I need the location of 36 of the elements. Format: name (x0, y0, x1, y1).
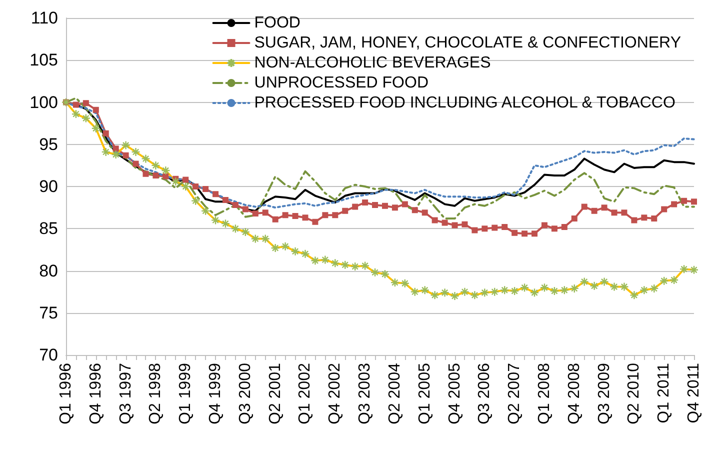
x-tick-label: Q4 2002 (326, 362, 344, 424)
x-tick-label: Q1 1999 (177, 362, 194, 424)
y-tick-label: 75 (39, 303, 58, 322)
y-tick-label: 85 (39, 219, 58, 238)
x-tick-label: Q2 2004 (386, 362, 404, 424)
legend-label: SUGAR, JAM, HONEY, CHOCOLATE & CONFECTIONERY (254, 34, 682, 52)
x-tick-label: Q2 1998 (147, 362, 164, 424)
y-tick-label: 95 (39, 134, 58, 154)
x-tick-label: Q1 2002 (296, 362, 314, 424)
x-tick-label: Q4 2008 (566, 362, 583, 424)
x-tick-label: Q2 2010 (626, 362, 643, 424)
legend-label: NON-ALCOHOLIC BEVERAGES (254, 54, 491, 72)
x-tick-label: Q3 2009 (596, 362, 613, 424)
x-tick-label: Q1 2005 (416, 362, 434, 424)
legend-label: PROCESSED FOOD INCLUDING ALCOHOL & TOBACCO (254, 94, 676, 112)
y-tick-label: 80 (39, 261, 58, 280)
x-tick-label: Q2 2007 (506, 362, 524, 424)
legend-label: FOOD (254, 14, 300, 32)
x-tick-label: Q4 1999 (207, 362, 224, 424)
x-tick-label: Q1 1996 (58, 362, 74, 424)
y-tick-label: 110 (30, 8, 58, 28)
x-tick-label: Q3 2000 (236, 362, 254, 424)
y-tick-label: 100 (30, 92, 58, 112)
x-tick-label: Q1 2011 (656, 362, 673, 424)
x-tick-label: Q1 2008 (536, 362, 553, 424)
y-tick-label: 90 (39, 177, 58, 196)
y-tick-label: 105 (30, 50, 58, 70)
legend-label: UNPROCESSED FOOD (254, 74, 429, 92)
x-tick-label: Q3 2003 (356, 362, 374, 424)
x-tick-label: Q2 2001 (266, 362, 284, 424)
x-tick-label: Q3 1997 (117, 362, 134, 424)
x-tick-label: Q4 1996 (87, 362, 104, 424)
x-tick-label: Q4 2005 (446, 362, 464, 424)
y-tick-label: 70 (39, 346, 58, 364)
x-tick-label: Q3 2006 (476, 362, 494, 424)
x-tick-label: Q4 2011 (686, 362, 702, 424)
